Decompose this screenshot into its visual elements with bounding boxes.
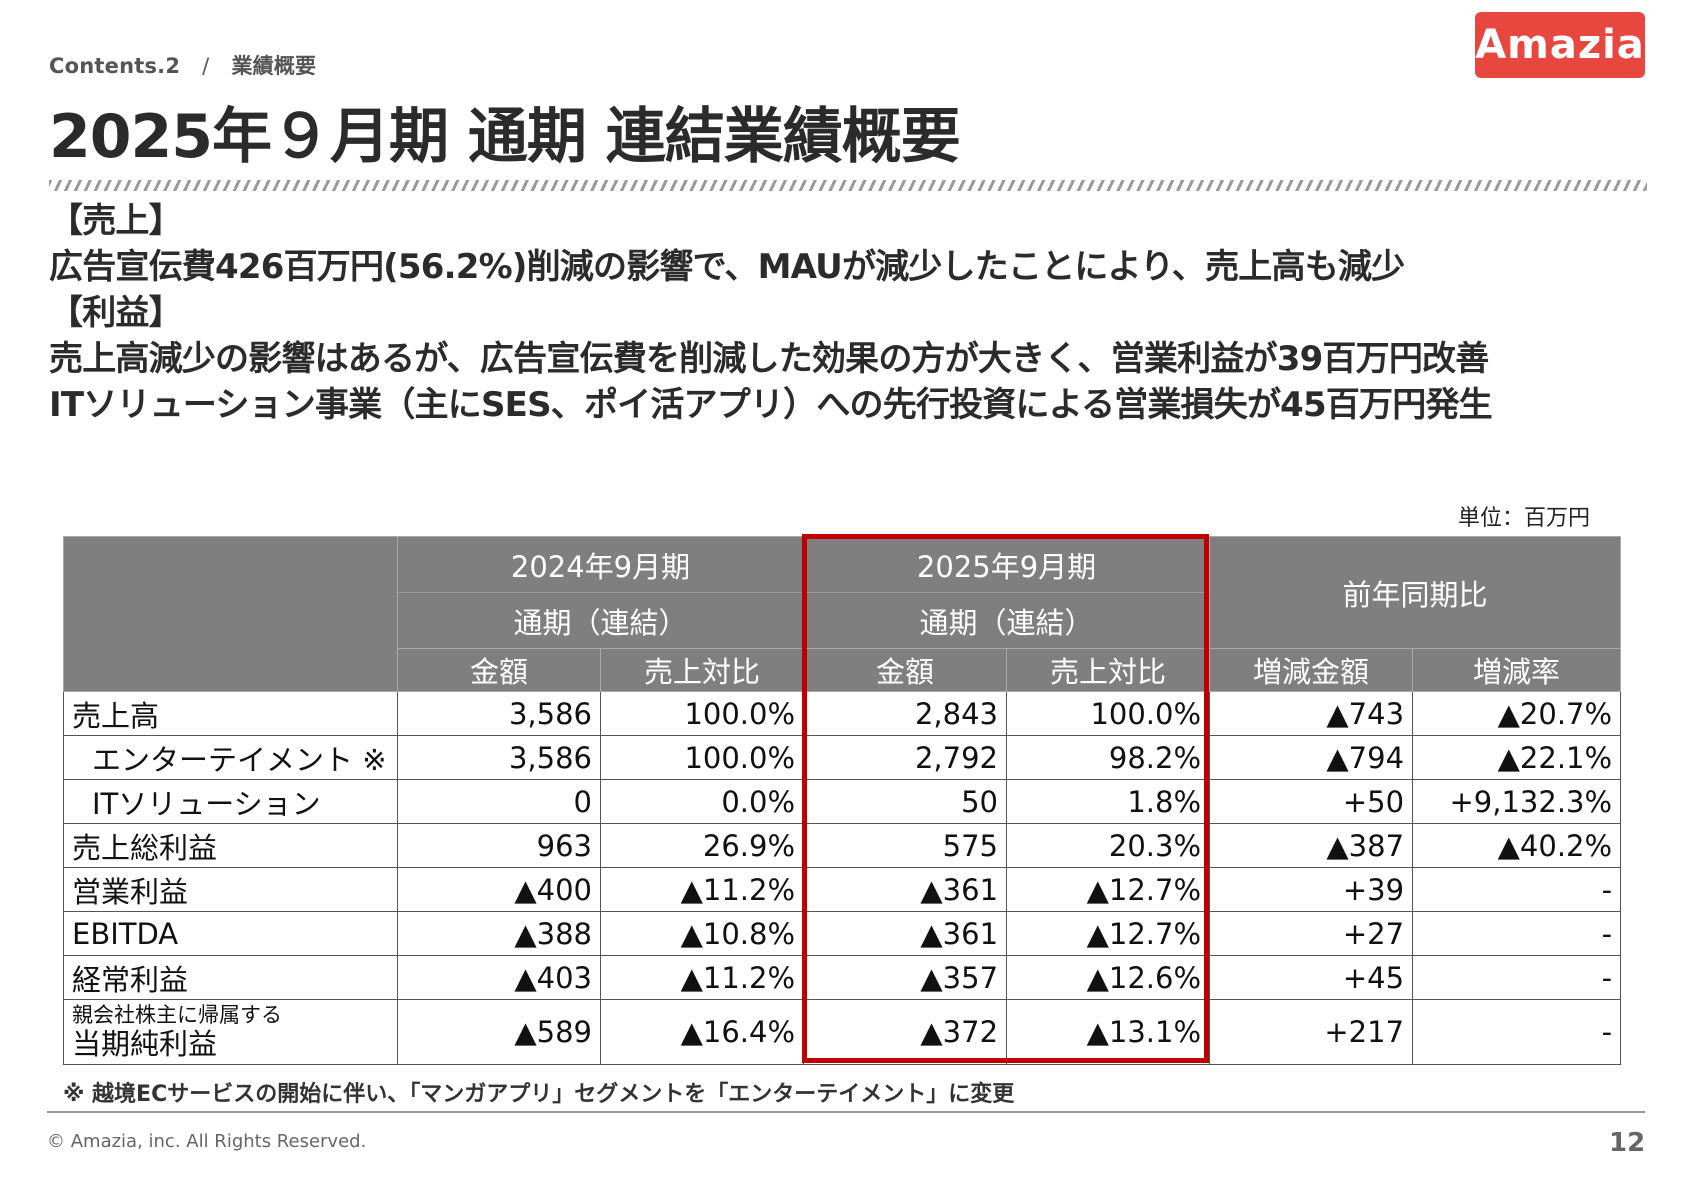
prev-amount-cell: 3,586 [397, 735, 601, 780]
table-row: EBITDA ▲388 ▲10.8% ▲361 ▲12.7% +27 - [63, 911, 1622, 956]
curr-ratio-cell: 1.8% [1006, 779, 1211, 824]
curr-ratio-cell: 20.3% [1006, 823, 1211, 868]
curr-amount-cell: 575 [803, 823, 1008, 868]
prev-amount-cell: 0 [397, 779, 601, 824]
breadcrumb-page: 業績概要 [231, 54, 317, 78]
prev-ratio-cell: ▲10.8% [599, 911, 805, 956]
change-amount-cell: +27 [1209, 911, 1414, 956]
curr-ratio-cell: ▲13.1% [1006, 999, 1211, 1065]
copyright: © Amazia, inc. All Rights Reserved. [47, 1131, 367, 1152]
prev-ratio-cell: ▲16.4% [599, 999, 805, 1065]
page-number: 12 [1609, 1128, 1646, 1158]
prev-ratio-cell: ▲11.2% [599, 867, 805, 912]
header-corner [63, 536, 398, 692]
table-row: 営業利益 ▲400 ▲11.2% ▲361 ▲12.7% +39 - [63, 867, 1622, 912]
prev-amount-cell: 963 [397, 823, 601, 868]
breadcrumb-section: Contents.2 [49, 54, 181, 78]
prev-amount-cell: 3,586 [397, 691, 601, 736]
header-curr-period: 2025年9月期 [803, 536, 1211, 593]
profit-heading: 【利益】 [49, 293, 183, 333]
summary-section: 【売上】 広告宣伝費426百万円(56.2%)削減の影響で、MAUが減少したこと… [49, 198, 1659, 428]
header-curr-ratio: 売上対比 [1006, 648, 1211, 692]
prev-amount-cell: ▲400 [397, 867, 601, 912]
prev-amount-cell: ▲589 [397, 999, 601, 1065]
amazia-logo: Amazia [1475, 12, 1645, 78]
row-label-prefix: 親会社株主に帰属する [72, 1003, 282, 1027]
change-amount-cell: +39 [1209, 867, 1414, 912]
curr-amount-cell: ▲361 [803, 911, 1008, 956]
row-label: 経常利益 [63, 955, 398, 1000]
profit-text-1: 売上高減少の影響はあるが、広告宣伝費を削減した効果の方が大きく、営業利益が39百… [49, 339, 1489, 379]
prev-ratio-cell: 26.9% [599, 823, 805, 868]
unit-label: 単位：百万円 [1458, 506, 1591, 531]
change-rate-cell: ▲22.1% [1412, 735, 1622, 780]
change-rate-cell: - [1412, 955, 1622, 1000]
curr-amount-cell: ▲361 [803, 867, 1008, 912]
breadcrumb-separator: / [202, 54, 210, 78]
curr-amount-cell: ▲357 [803, 955, 1008, 1000]
profit-text-2: ITソリューション事業（主にSES、ポイ活アプリ）への先行投資による営業損失が4… [49, 385, 1493, 425]
header-curr-amount: 金額 [803, 648, 1008, 692]
row-label: 売上高 [63, 691, 398, 736]
sales-heading: 【売上】 [49, 201, 183, 241]
row-label: エンターテイメント ※ [63, 735, 398, 780]
change-amount-cell: ▲743 [1209, 691, 1414, 736]
row-label: 親会社株主に帰属する 当期純利益 [63, 999, 398, 1065]
change-rate-cell: ▲40.2% [1412, 823, 1622, 868]
prev-ratio-cell: 100.0% [599, 691, 805, 736]
change-rate-cell: - [1412, 999, 1622, 1065]
curr-ratio-cell: ▲12.7% [1006, 911, 1211, 956]
header-prev-period: 2024年9月期 [396, 536, 805, 593]
curr-ratio-cell: 100.0% [1006, 691, 1211, 736]
prev-amount-cell: ▲388 [397, 911, 601, 956]
change-amount-cell: +50 [1209, 779, 1414, 824]
financial-table: 2024年9月期 2025年9月期 前年同期比 通期（連結） 通期（連結） 金額… [63, 536, 1622, 1065]
row-label: EBITDA [63, 911, 398, 956]
prev-ratio-cell: 100.0% [599, 735, 805, 780]
curr-ratio-cell: ▲12.7% [1006, 867, 1211, 912]
row-label: 営業利益 [63, 867, 398, 912]
change-amount-cell: ▲387 [1209, 823, 1414, 868]
curr-amount-cell: 50 [803, 779, 1008, 824]
curr-amount-cell: 2,843 [803, 691, 1008, 736]
segment-note: ※ 越境ECサービスの開始に伴い、「マンガアプリ」セグメントを「エンターテイメン… [63, 1082, 1015, 1107]
curr-ratio-cell: ▲12.6% [1006, 955, 1211, 1000]
change-amount-cell: ▲794 [1209, 735, 1414, 780]
table-row: エンターテイメント ※ 3,586 100.0% 2,792 98.2% ▲79… [63, 735, 1622, 780]
change-amount-cell: +45 [1209, 955, 1414, 1000]
table-row: ITソリューション 0 0.0% 50 1.8% +50 +9,132.3% [63, 779, 1622, 824]
header-prev-period-sub: 通期（連結） [396, 592, 805, 649]
header-change-amount: 増減金額 [1209, 648, 1414, 692]
prev-ratio-cell: 0.0% [599, 779, 805, 824]
prev-amount-cell: ▲403 [397, 955, 601, 1000]
page-title: 2025年９月期 通期 連結業績概要 [49, 102, 961, 172]
row-label: ITソリューション [63, 779, 398, 824]
header-change-rate: 増減率 [1412, 648, 1622, 692]
change-rate-cell: - [1412, 911, 1622, 956]
curr-ratio-cell: 98.2% [1006, 735, 1211, 780]
footer-divider [47, 1111, 1645, 1113]
header-prev-amount: 金額 [397, 648, 601, 692]
prev-ratio-cell: ▲11.2% [599, 955, 805, 1000]
hatched-divider [49, 180, 1647, 191]
header-prev-ratio: 売上対比 [599, 648, 805, 692]
change-rate-cell: +9,132.3% [1412, 779, 1622, 824]
breadcrumb: Contents.2 / 業績概要 [49, 50, 316, 80]
row-label-main: 当期純利益 [72, 1027, 218, 1061]
change-amount-cell: +217 [1209, 999, 1414, 1065]
sales-text: 広告宣伝費426百万円(56.2%)削減の影響で、MAUが減少したことにより、売… [49, 247, 1405, 287]
change-rate-cell: ▲20.7% [1412, 691, 1622, 736]
header-yoy: 前年同期比 [1209, 536, 1622, 649]
curr-amount-cell: 2,792 [803, 735, 1008, 780]
table-row: 経常利益 ▲403 ▲11.2% ▲357 ▲12.6% +45 - [63, 955, 1622, 1000]
table-row: 売上高 3,586 100.0% 2,843 100.0% ▲743 ▲20.7… [63, 691, 1622, 736]
change-rate-cell: - [1412, 867, 1622, 912]
table-row: 親会社株主に帰属する 当期純利益 ▲589 ▲16.4% ▲372 ▲13.1%… [63, 999, 1622, 1065]
curr-amount-cell: ▲372 [803, 999, 1008, 1065]
row-label: 売上総利益 [63, 823, 398, 868]
header-curr-period-sub: 通期（連結） [803, 592, 1211, 649]
table-row: 売上総利益 963 26.9% 575 20.3% ▲387 ▲40.2% [63, 823, 1622, 868]
